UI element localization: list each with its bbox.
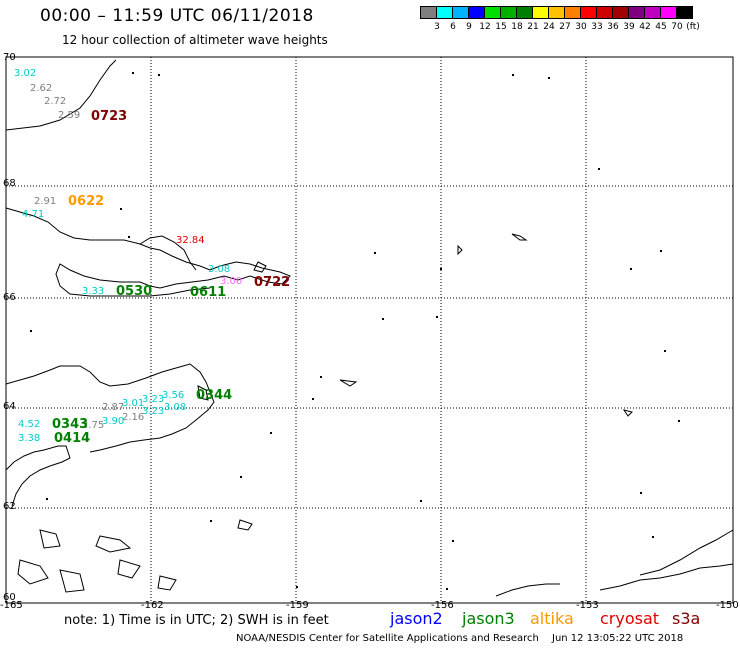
pass-time-label: 0622 xyxy=(68,194,105,209)
pass-time-label: 0723 xyxy=(91,109,128,124)
pass-time-label: 0343 xyxy=(52,417,89,432)
legend-jason3: jason3 xyxy=(462,609,515,628)
wave-height-label: 2.59 xyxy=(58,110,81,121)
scale-tick-label: 45 xyxy=(655,22,667,32)
wave-height-label: 3.33 xyxy=(82,286,105,297)
scale-tick-label: (ft) xyxy=(686,22,700,32)
wave-height-label: 2.62 xyxy=(30,83,53,94)
wave-height-label: 2.72 xyxy=(44,96,67,107)
lon-label-165: -165 xyxy=(0,600,23,611)
lat-label-64: 64 xyxy=(3,401,16,412)
scale-swatch xyxy=(676,6,693,19)
lat-label-68: 68 xyxy=(3,178,16,189)
lat-label-62: 62 xyxy=(3,501,16,512)
wave-height-label: 3.23 xyxy=(142,406,165,417)
scale-tick-label: 33 xyxy=(591,22,603,32)
map-title: 00:00 – 11:59 UTC 06/11/2018 xyxy=(40,6,314,26)
pass-time-label: 0414 xyxy=(54,431,91,446)
graticule xyxy=(6,57,733,603)
scale-tick-label: 36 xyxy=(607,22,619,32)
wave-height-label: 4.71 xyxy=(22,209,45,220)
legend-cryosat: cryosat xyxy=(600,609,660,628)
wave-height-label: 3.02 xyxy=(14,68,37,79)
pass-time-label: 0611 xyxy=(190,285,227,300)
scale-tick-label: 42 xyxy=(639,22,651,32)
wave-height-label: 3.56 xyxy=(162,390,185,401)
lat-label-70: 70 xyxy=(3,52,16,63)
scale-tick-label: 6 xyxy=(450,22,456,32)
wave-height-label: 3.23 xyxy=(142,394,165,405)
lat-label-66: 66 xyxy=(3,292,16,303)
scale-tick-label: 70 xyxy=(671,22,683,32)
scale-tick-label: 24 xyxy=(543,22,555,32)
map-frame xyxy=(5,56,734,604)
wave-height-label: 2.87 xyxy=(102,402,125,413)
scale-tick-label: 3 xyxy=(434,22,440,32)
lon-label-159: -159 xyxy=(286,600,309,611)
wave-height-label: 3.38 xyxy=(18,433,41,444)
wave-height-label: 32.84 xyxy=(176,235,205,246)
scale-tick-label: 9 xyxy=(466,22,472,32)
lat-label-60: 60 xyxy=(3,592,16,603)
scale-tick-label: 12 xyxy=(479,22,491,32)
lon-label-153: -153 xyxy=(576,600,599,611)
wave-height-color-scale xyxy=(420,6,693,19)
pass-time-label: 0530 xyxy=(116,284,153,299)
wave-height-label: 2.91 xyxy=(34,196,57,207)
specks xyxy=(30,72,680,590)
map-subtitle: 12 hour collection of altimeter wave hei… xyxy=(62,33,328,47)
scale-tick-label: 30 xyxy=(575,22,587,32)
coastline xyxy=(5,59,734,597)
lon-label-162: -162 xyxy=(141,600,164,611)
scale-tick-label: 39 xyxy=(623,22,635,32)
footer-timestamp: Jun 12 13:05:22 UTC 2018 xyxy=(552,633,684,644)
wave-height-label: 3.08 xyxy=(164,402,187,413)
lon-label-150: -150 xyxy=(716,600,739,611)
wave-height-label: 3.00 xyxy=(220,276,243,287)
lon-label-156: -156 xyxy=(431,600,454,611)
legend-jason2: jason2 xyxy=(390,609,443,628)
pass-time-label: 0344 xyxy=(196,388,233,403)
footer-credit: NOAA/NESDIS Center for Satellite Applica… xyxy=(236,633,539,644)
legend-altika: altika xyxy=(530,609,574,628)
islands xyxy=(17,233,633,593)
wave-height-label: 3.08 xyxy=(208,264,231,275)
wave-height-label: 4.52 xyxy=(18,419,41,430)
legend-s3a: s3a xyxy=(672,609,701,628)
legend-note: note: 1) Time is in UTC; 2) SWH is in fe… xyxy=(64,613,329,628)
scale-tick-label: 27 xyxy=(559,22,571,32)
wave-height-label: 2.75 xyxy=(82,420,105,431)
wave-height-label: 3.90 xyxy=(102,416,125,427)
wave-height-label: 2.16 xyxy=(122,412,145,423)
scale-tick-label: 15 xyxy=(495,22,507,32)
pass-time-label: 0722 xyxy=(254,275,291,290)
scale-tick-label: 18 xyxy=(511,22,523,32)
scale-tick-label: 21 xyxy=(527,22,539,32)
wave-height-label: 3.01 xyxy=(122,398,145,409)
